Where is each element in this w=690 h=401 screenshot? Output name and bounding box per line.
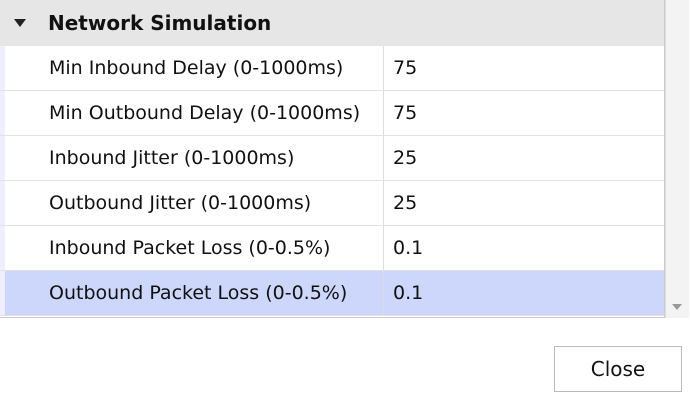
- property-row[interactable]: Outbound Jitter (0-1000ms) 25: [0, 181, 664, 226]
- section-header[interactable]: Network Simulation: [0, 0, 664, 46]
- close-button[interactable]: Close: [554, 346, 682, 392]
- rows: Min Inbound Delay (0-1000ms) 75 Min Outbou…: [0, 46, 664, 316]
- property-value[interactable]: 75: [393, 102, 418, 124]
- property-value[interactable]: 25: [393, 192, 418, 214]
- scrollbar[interactable]: [665, 0, 689, 318]
- property-value[interactable]: 0.1: [393, 282, 424, 304]
- section-title: Network Simulation: [48, 11, 272, 35]
- property-name: Outbound Jitter (0-1000ms): [0, 181, 384, 225]
- property-name: Outbound Packet Loss (0-0.5%): [0, 271, 384, 315]
- property-grid: Network Simulation Min Inbound Delay (0-…: [0, 0, 665, 318]
- property-row[interactable]: Inbound Jitter (0-1000ms) 25: [0, 136, 664, 181]
- property-value[interactable]: 0.1: [393, 237, 424, 259]
- property-value[interactable]: 25: [393, 147, 418, 169]
- property-name: Min Outbound Delay (0-1000ms): [0, 91, 384, 135]
- property-row[interactable]: Min Outbound Delay (0-1000ms) 75: [0, 91, 664, 136]
- scroll-down[interactable]: [672, 304, 682, 310]
- property-row[interactable]: Outbound Packet Loss (0-0.5%) 0.1: [0, 271, 664, 316]
- property-row[interactable]: Min Inbound Delay (0-1000ms) 75: [0, 46, 664, 91]
- property-row[interactable]: Inbound Packet Loss (0-0.5%) 0.1: [0, 226, 664, 271]
- property-name: Inbound Packet Loss (0-0.5%): [0, 226, 384, 270]
- property-value[interactable]: 75: [393, 57, 418, 79]
- property-name: Min Inbound Delay (0-1000ms): [0, 46, 384, 90]
- collapse-icon[interactable]: [14, 19, 26, 27]
- property-name: Inbound Jitter (0-1000ms): [0, 136, 384, 180]
